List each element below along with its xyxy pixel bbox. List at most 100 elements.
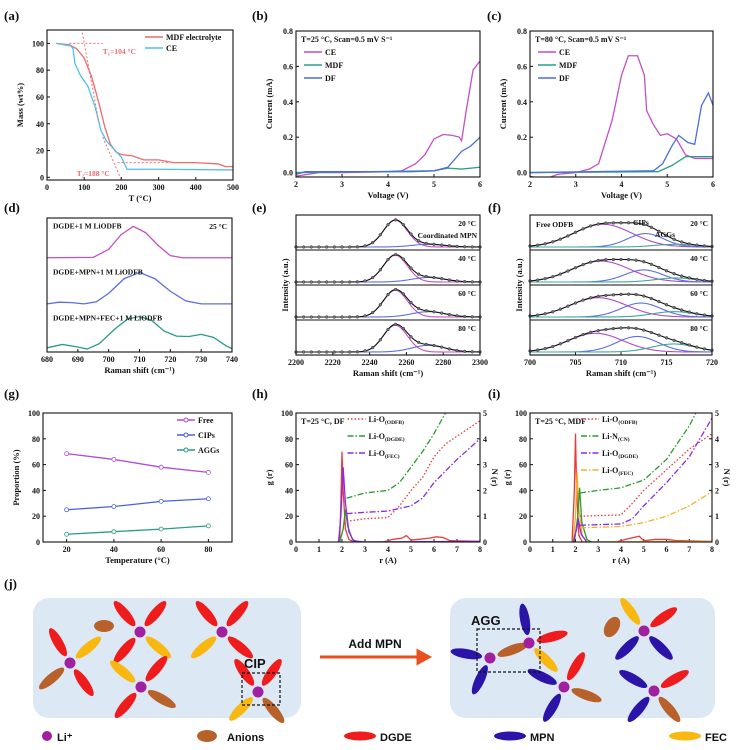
y-tick-label: 40 xyxy=(36,120,44,129)
data-point xyxy=(401,292,405,296)
data-point xyxy=(596,222,600,226)
fit-component-0 xyxy=(529,332,713,353)
li-ion xyxy=(484,652,496,664)
x-tick-label: 5 xyxy=(665,180,669,189)
data-point xyxy=(649,330,653,335)
x-tick-label: 3 xyxy=(363,545,367,554)
data-point xyxy=(604,293,608,298)
x-tick-label: 2 xyxy=(528,180,532,189)
y-tick-label: 80 xyxy=(285,435,293,444)
series-line-5 xyxy=(346,438,480,515)
data-point xyxy=(205,469,211,475)
dgde-molecule xyxy=(660,669,689,689)
annotation-free-odfb: Free ODFB xyxy=(536,220,573,229)
legend-label: Li-O(ODFB) xyxy=(602,415,638,426)
chart-d: 680 690 700 710 720 730 740 Raman shift (cm⁻¹) D… xyxy=(41,217,238,375)
x-tick-label: 6 xyxy=(711,180,715,189)
y-axis-label: Intensity (a.u.) xyxy=(280,258,290,311)
data-point xyxy=(657,229,661,233)
data-point xyxy=(348,245,352,249)
data-point xyxy=(558,342,562,346)
data-point xyxy=(447,347,451,351)
series-line-1 xyxy=(66,498,209,511)
subpanel-temperature-label: 60 °C xyxy=(690,289,708,298)
x-tick-label: 710 xyxy=(615,358,627,367)
x-tick-label: 720 xyxy=(706,358,718,367)
data-point xyxy=(566,339,570,343)
legend-entry: MDF xyxy=(304,61,343,70)
chart-c: 2 3 4 5 6 0.0 0.2 0.4 0.6 0.8 Voltage (V) Current (… xyxy=(498,27,715,200)
data-point xyxy=(664,336,669,340)
data-point xyxy=(611,293,616,297)
legend-name: Li-O xyxy=(602,415,618,424)
curve-label: DGDE+MPN+FEC+1 M LiODFB xyxy=(53,314,162,323)
legend-subscript: (DGDE) xyxy=(385,436,405,443)
legend-subscript: (CN) xyxy=(618,436,630,443)
schematic-legend-item: FEC xyxy=(669,731,727,744)
data-point xyxy=(302,350,306,354)
data-point xyxy=(340,315,344,319)
legend-label: DF xyxy=(325,74,336,83)
subpanel-temperature-label: 80 °C xyxy=(690,324,708,333)
data-point xyxy=(302,315,306,319)
panel-label-g: (g) xyxy=(4,386,19,401)
data-point xyxy=(695,345,699,349)
legend-label: Li-O(ODFB) xyxy=(369,415,405,426)
y2-tick-label: 1 xyxy=(483,512,487,521)
legend-label: Li-O(FEC) xyxy=(369,449,400,460)
data-point xyxy=(332,245,336,249)
data-point xyxy=(417,340,421,345)
anion xyxy=(38,667,65,690)
anion xyxy=(147,689,176,709)
legend-label: CE xyxy=(166,44,177,53)
data-point xyxy=(340,245,344,249)
li-ion xyxy=(558,681,570,693)
data-point xyxy=(363,314,367,318)
fec-molecule xyxy=(229,697,253,721)
legend-entry: DF xyxy=(304,74,336,83)
legend-name: DF xyxy=(559,74,570,83)
anion xyxy=(497,642,528,657)
data-point xyxy=(573,301,578,305)
x-tick-label: 7 xyxy=(687,545,691,554)
legend-subscript: (FEC) xyxy=(618,470,633,477)
data-point xyxy=(642,222,646,227)
series-line-3 xyxy=(572,518,588,542)
chart-title: T=25 °C, Scan=0.5 mV S⁻¹ xyxy=(301,35,393,44)
data-point xyxy=(702,347,707,351)
data-point xyxy=(302,280,306,284)
legend-subscript: (ODFB) xyxy=(385,419,404,426)
data-point xyxy=(447,312,451,317)
annotation-temperature: 25 °C xyxy=(209,222,227,231)
mpn-molecule xyxy=(649,636,673,660)
legend-label: Free xyxy=(198,416,214,425)
li-ion xyxy=(64,657,76,669)
anion xyxy=(262,697,285,724)
y2-tick-label: 3 xyxy=(715,461,719,470)
series-line-0 xyxy=(56,42,233,168)
legend-name: MDF electrolyte xyxy=(166,33,222,42)
y-tick-label: 0 xyxy=(289,538,293,547)
annotation-aggs: AGGs xyxy=(655,230,675,239)
data-point xyxy=(551,240,555,244)
data-point xyxy=(463,314,467,319)
x-tick-label: 3 xyxy=(340,180,344,189)
data-point xyxy=(470,350,474,354)
data-point xyxy=(619,221,623,225)
y-tick-label: 100 xyxy=(28,409,40,418)
data-point xyxy=(611,326,616,331)
data-point xyxy=(543,277,547,281)
dgde-molecule xyxy=(113,637,136,664)
fit-component-1 xyxy=(296,276,481,283)
dgde-molecule xyxy=(195,600,218,627)
x-tick-label: 2260 xyxy=(398,358,414,367)
legend-entry: CE xyxy=(538,48,570,57)
y-tick-label: 60 xyxy=(519,461,527,470)
arrow-icon xyxy=(320,648,433,666)
fit-component-1 xyxy=(530,269,713,283)
legend-label: CE xyxy=(325,48,336,57)
x-axis-label: Voltage (V) xyxy=(601,190,642,200)
data-point xyxy=(470,280,474,284)
x-tick-label: 6 xyxy=(478,180,482,189)
data-point xyxy=(386,223,390,227)
